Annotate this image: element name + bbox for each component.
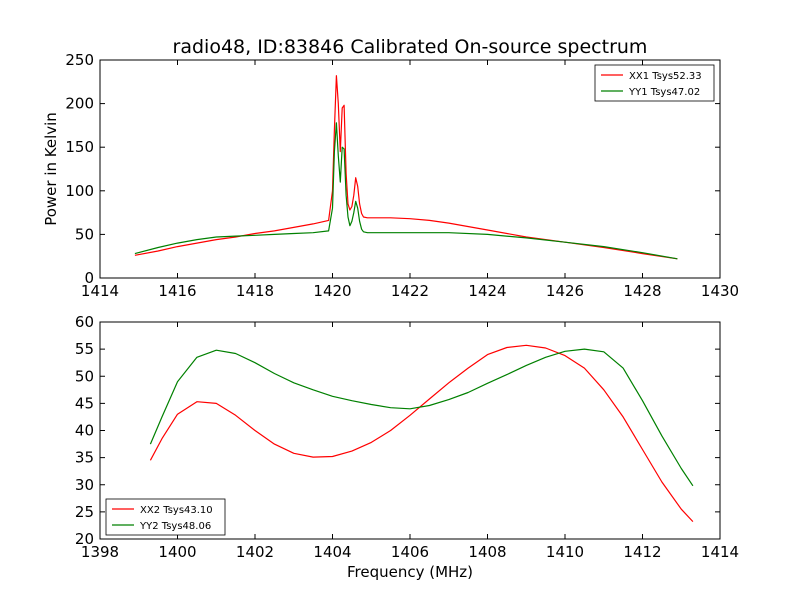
top-spectrum-plot: 1414 1416 1418 1420 1422 1424 1426 1428 1430 0 50 1… — [65, 51, 739, 300]
legend-box — [105, 498, 226, 536]
x-tick-label: 1410 — [546, 543, 584, 561]
legend-box — [594, 64, 715, 102]
legend: XX1 Tsys52.33 YY1 Tsys47.02 — [594, 64, 715, 102]
x-axis-label: Frequency (MHz) — [347, 563, 473, 581]
x-tick-label: 1430 — [701, 282, 739, 300]
y-tick-label: 30 — [75, 476, 94, 494]
x-tick-label: 1400 — [158, 543, 196, 561]
y-tick-label: 20 — [75, 530, 94, 548]
y-tick-label: 55 — [75, 340, 94, 358]
y-tick-label: 60 — [75, 313, 94, 331]
x-tick-label: 1416 — [158, 282, 196, 300]
legend-label: XX1 Tsys52.33 — [629, 71, 702, 82]
y-tick-label: 25 — [75, 503, 94, 521]
x-tick-label: 1420 — [313, 282, 351, 300]
series-line-2 — [149, 348, 694, 487]
legend-label: XX2 Tsys43.10 — [140, 505, 213, 516]
y-tick-label: 150 — [65, 138, 94, 156]
y-tick-label: 50 — [75, 367, 94, 385]
x-tick-label: 1428 — [623, 282, 661, 300]
x-tick-label: 1404 — [313, 543, 351, 561]
x-tick-label: 1414 — [81, 282, 119, 300]
y-tick-label: 45 — [75, 394, 94, 412]
x-tick-label: 1414 — [701, 543, 739, 561]
legend-label: YY1 Tsys47.02 — [628, 87, 700, 98]
y-tick-label: 50 — [75, 225, 94, 243]
x-tick-label: 1422 — [391, 282, 429, 300]
y-tick-label: 40 — [75, 422, 94, 440]
x-tick-label: 1406 — [391, 543, 429, 561]
y-tick-label: 250 — [65, 51, 94, 69]
y-tick-label: 200 — [65, 95, 94, 113]
figure-title: radio48, ID:83846 Calibrated On-source s… — [173, 36, 648, 58]
y-axis-label: Power in Kelvin — [42, 112, 60, 226]
y-tick-label: 35 — [75, 449, 94, 467]
x-tick-label: 1412 — [623, 543, 661, 561]
bottom-spectrum-plot: 1398 1400 1402 1404 1406 1408 1410 1412 1414 20 25… — [75, 313, 739, 561]
x-tick-label: 1424 — [468, 282, 506, 300]
x-tick-label: 1398 — [81, 543, 119, 561]
y-tick-label: 0 — [84, 269, 94, 287]
legend-label: YY2 Tsys48.06 — [139, 521, 211, 532]
x-tick-label: 1408 — [468, 543, 506, 561]
series-line-1 — [134, 75, 678, 260]
series-line-2 — [134, 122, 678, 260]
x-tick-label: 1402 — [236, 543, 274, 561]
x-tick-label: 1426 — [546, 282, 584, 300]
y-tick-label: 100 — [65, 182, 94, 200]
legend: XX2 Tsys43.10 YY2 Tsys48.06 — [105, 498, 226, 536]
x-tick-label: 1418 — [236, 282, 274, 300]
